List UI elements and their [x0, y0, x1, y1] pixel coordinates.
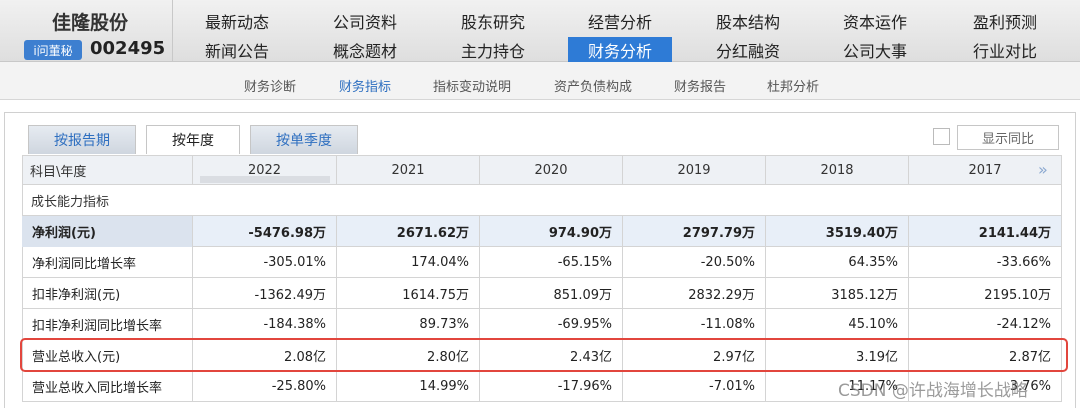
header-shade	[200, 176, 330, 183]
stock-code: 002495	[90, 38, 166, 59]
subnav-item[interactable]: 财务诊断	[243, 79, 296, 95]
nav-item[interactable]: 股东研究	[460, 13, 525, 32]
value-cell: 3185.12万	[766, 278, 909, 309]
nav-item[interactable]: 主力持仓	[460, 41, 525, 61]
value-cell: -11.08%	[623, 309, 766, 340]
value-cell: 2797.79万	[623, 216, 766, 247]
toggle-button[interactable]: 显示同比	[957, 125, 1059, 150]
nav-item[interactable]: 新闻公告	[204, 41, 269, 61]
nav-item[interactable]: 财务分析	[568, 37, 672, 62]
year-header: 2021	[337, 155, 480, 185]
value-cell: -65.15%	[480, 247, 623, 278]
top-bar	[0, 0, 1080, 62]
year-header: 2022	[193, 155, 337, 185]
nav-item[interactable]: 公司资料	[332, 13, 397, 32]
label-header: 科目\年度	[22, 155, 193, 185]
value-cell: 2195.10万	[909, 278, 1062, 309]
value-cell: 89.73%	[337, 309, 480, 340]
tab[interactable]: 按单季度	[250, 125, 358, 154]
value-cell: 2671.62万	[337, 216, 480, 247]
nav-item[interactable]: 行业对比	[972, 41, 1037, 61]
value-cell: 2.43亿	[480, 340, 623, 371]
highlight-box	[20, 338, 1068, 372]
nav-item[interactable]: 概念题材	[332, 41, 397, 61]
row-label: 净利润同比增长率	[22, 247, 193, 278]
row-label: 营业总收入(元)	[22, 340, 193, 371]
value-cell: 3.19亿	[766, 340, 909, 371]
row-label: 扣非净利润(元)	[22, 278, 193, 309]
row-label: 营业总收入同比增长率	[22, 371, 193, 402]
subnav-item[interactable]: 资产负债构成	[553, 79, 632, 95]
value-cell: -25.80%	[193, 371, 337, 402]
value-cell: 2.97亿	[623, 340, 766, 371]
watermark: CSDN @许战海增长战略	[838, 381, 1028, 401]
tab[interactable]: 按报告期	[28, 125, 136, 154]
tab[interactable]: 按年度	[146, 125, 240, 154]
nav-item[interactable]: 资本运作	[842, 13, 907, 32]
value-cell: 2141.44万	[909, 216, 1062, 247]
divider	[172, 0, 173, 62]
year-header: 2018	[766, 155, 909, 185]
value-cell: 45.10%	[766, 309, 909, 340]
nav-item[interactable]: 分红融资	[715, 41, 780, 61]
value-cell: 174.04%	[337, 247, 480, 278]
value-cell: 14.99%	[337, 371, 480, 402]
value-cell: 64.35%	[766, 247, 909, 278]
value-cell: -69.95%	[480, 309, 623, 340]
panel	[4, 112, 1076, 408]
value-cell: 1614.75万	[337, 278, 480, 309]
checkbox[interactable]	[933, 128, 950, 145]
nav-item[interactable]: 最新动态	[204, 13, 269, 32]
header-row	[22, 155, 1062, 185]
value-cell: -184.38%	[193, 309, 337, 340]
nav-item[interactable]: 公司大事	[842, 41, 907, 61]
value-cell: -24.12%	[909, 309, 1062, 340]
value-cell: 3519.40万	[766, 216, 909, 247]
nav-item[interactable]: 盈利预测	[972, 13, 1037, 32]
subnav-item[interactable]: 杜邦分析	[766, 79, 819, 95]
scroll-arrow[interactable]: »	[1038, 160, 1048, 179]
nav-item[interactable]: 股本结构	[715, 13, 780, 32]
value-cell: 11.17%	[766, 371, 909, 402]
year-header: 2019	[623, 155, 766, 185]
row-label: 扣非净利润同比增长率	[22, 309, 193, 340]
section-row: 成长能力指标	[22, 185, 1062, 216]
year-header: 2020	[480, 155, 623, 185]
year-header: 2017	[909, 155, 1062, 185]
value-cell: 2.80亿	[337, 340, 480, 371]
value-cell: -20.50%	[623, 247, 766, 278]
value-cell: 2.08亿	[193, 340, 337, 371]
value-cell: -5476.98万	[193, 216, 337, 247]
subnav-item[interactable]: 财务指标	[338, 79, 391, 95]
value-cell: 2832.29万	[623, 278, 766, 309]
value-cell: -7.01%	[623, 371, 766, 402]
subnav-item[interactable]: 指标变动说明	[432, 79, 511, 95]
value-cell: -17.96%	[480, 371, 623, 402]
value-cell: -305.01%	[193, 247, 337, 278]
value-cell: 3.76%	[909, 371, 1062, 402]
nav-item[interactable]: 经营分析	[587, 13, 652, 32]
value-cell: 974.90万	[480, 216, 623, 247]
value-cell: -1362.49万	[193, 278, 337, 309]
table-row	[22, 216, 1062, 247]
sub-bar	[0, 62, 1080, 100]
subnav-item[interactable]: 财务报告	[673, 79, 726, 95]
row-label: 净利润(元)	[22, 216, 193, 247]
badge[interactable]: i问董秘	[24, 40, 82, 60]
value-cell: -33.66%	[909, 247, 1062, 278]
value-cell: 851.09万	[480, 278, 623, 309]
value-cell: 2.87亿	[909, 340, 1062, 371]
company-name: 佳隆股份	[52, 12, 129, 34]
